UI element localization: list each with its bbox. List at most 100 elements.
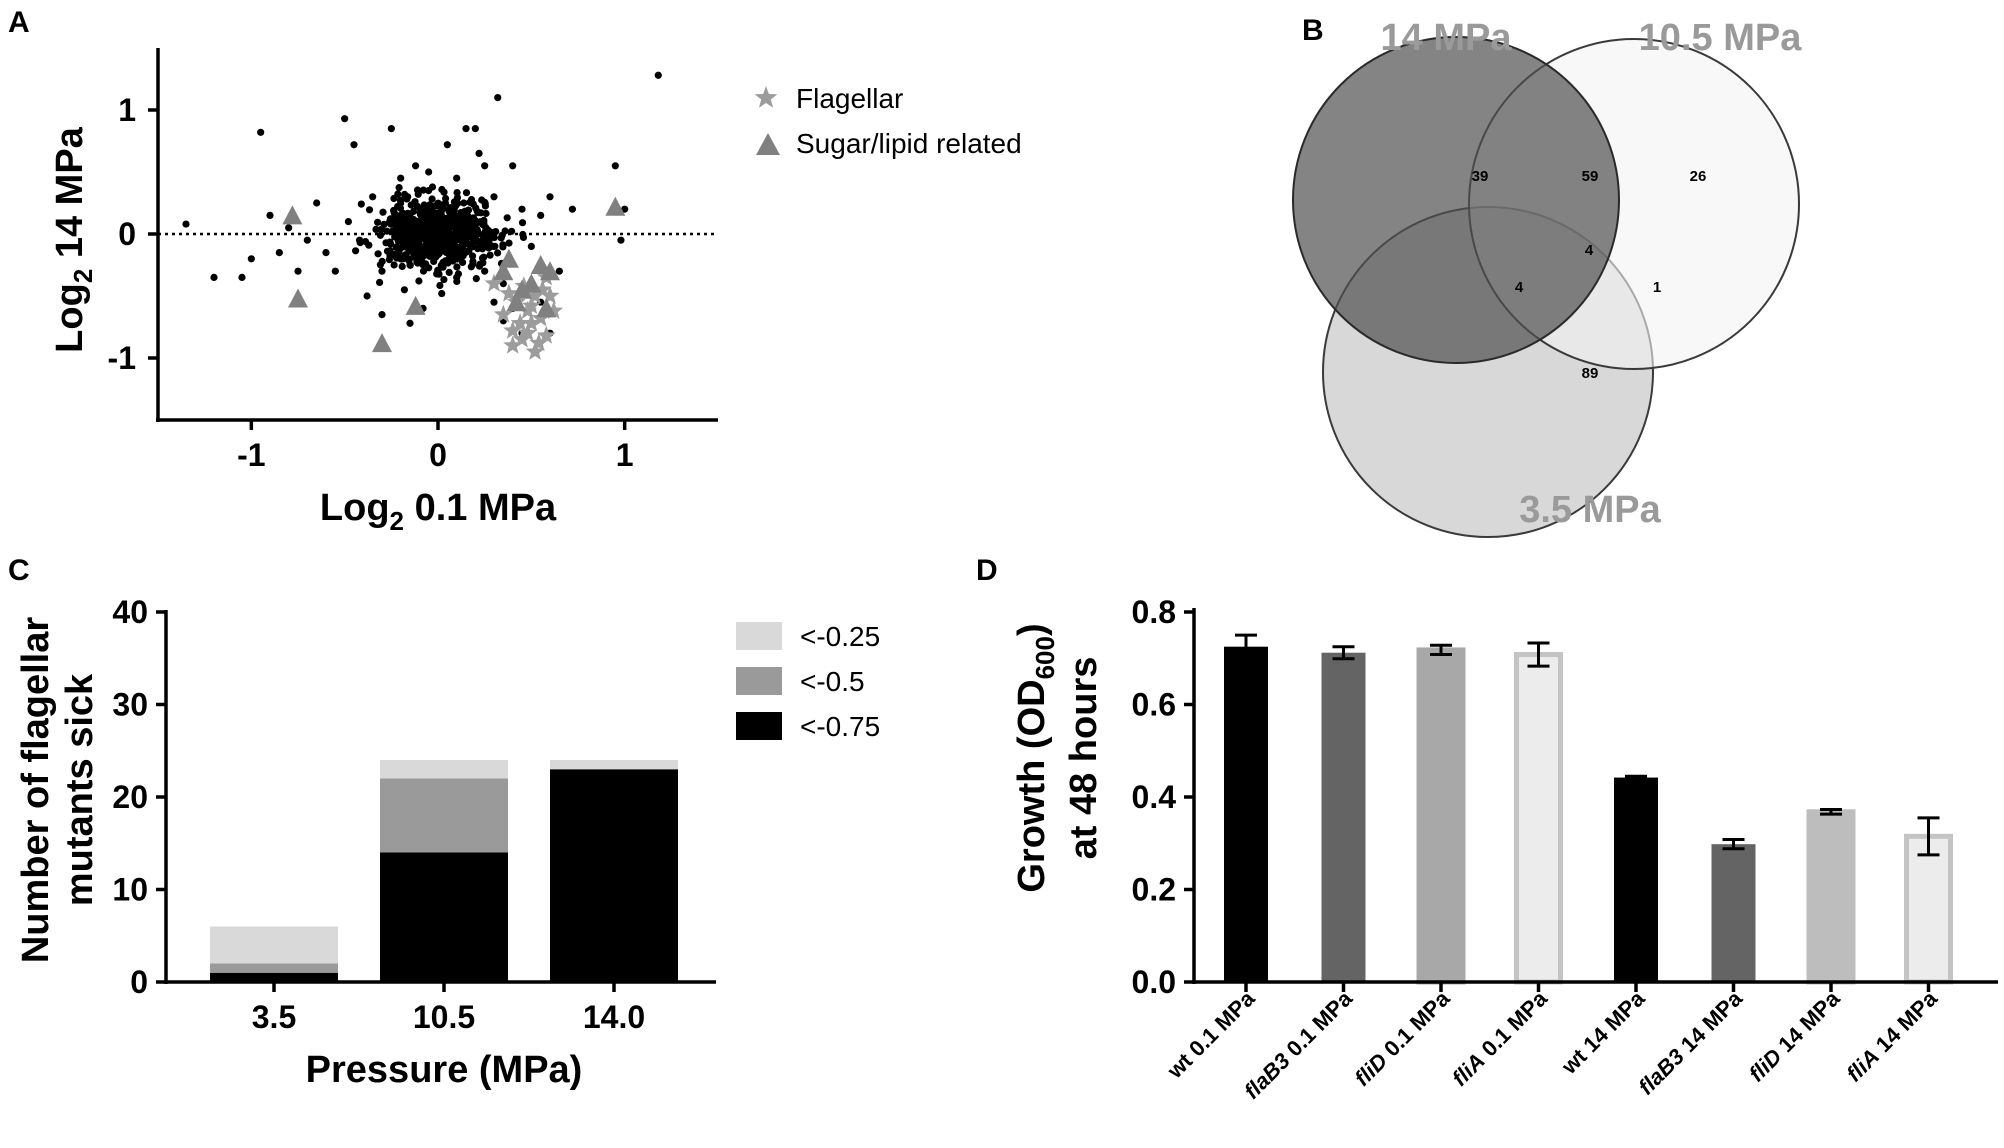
- a-point-cluster: [377, 225, 385, 233]
- a-point-cluster: [519, 230, 527, 239]
- a-point-flagellar: [533, 279, 552, 298]
- a-point-gene: [356, 236, 364, 244]
- a-point-gene: [621, 205, 629, 213]
- a-point-cluster: [418, 234, 426, 242]
- a-point-cluster: [469, 252, 477, 260]
- a-point-gene: [617, 236, 625, 244]
- a-point-cluster: [459, 258, 467, 266]
- a-y-tick-label: -1: [108, 340, 136, 376]
- a-point-gene: [462, 125, 470, 133]
- legend-swatch-0-25: [736, 622, 782, 650]
- a-point-cluster: [414, 190, 422, 198]
- panel-label-a: A: [8, 6, 30, 39]
- stacked-bar-chart-c: 0 10 20 30 40 3.5 10.5 14.0 Pressure (MPa) Num…: [15, 594, 880, 1091]
- a-point-sugar-lipid: [372, 333, 392, 353]
- a-point-cluster: [393, 254, 401, 262]
- d-y-axis-title-line2: at 48 hours: [1063, 657, 1105, 860]
- a-point-gene: [490, 298, 498, 306]
- a-point-cluster: [383, 247, 392, 255]
- venn-count-14-10-5: 59: [1582, 168, 1599, 185]
- a-point-gene: [518, 205, 526, 213]
- legend-triangle-icon: [756, 133, 780, 155]
- a-point-flagellar: [536, 325, 556, 344]
- d-x-tick-label: fliA 0.1 MPa: [1447, 985, 1553, 1091]
- d-y-tick-label: 0.4: [1132, 779, 1177, 815]
- a-point-cluster: [480, 216, 488, 224]
- a-point-cluster: [413, 202, 421, 210]
- d-x-tick-label: fliA 14 MPa: [1841, 985, 1942, 1086]
- a-point-cluster: [383, 227, 391, 235]
- a-point-gene: [406, 261, 414, 269]
- a-point-gene: [654, 71, 662, 79]
- c-x-axis-title: Pressure (MPa): [306, 1049, 583, 1091]
- a-point-sugar-lipid: [540, 261, 560, 281]
- a-point-cluster: [473, 227, 482, 235]
- a-point-sugar-lipid: [506, 292, 527, 312]
- a-point-flagellar: [503, 320, 523, 339]
- a-point-gene: [490, 193, 498, 201]
- a-point-flagellar: [518, 323, 538, 342]
- a-point-cluster: [386, 217, 394, 225]
- a-point-cluster: [453, 194, 462, 202]
- panel-label-d: D: [976, 554, 998, 587]
- c-bars: [210, 760, 678, 982]
- legend-swatch-0-75: [736, 712, 782, 740]
- a-point-cluster: [498, 231, 506, 239]
- a-point-gene: [285, 224, 293, 232]
- a-point-gene: [344, 218, 352, 226]
- a-point-cluster: [400, 220, 408, 228]
- a-point-cluster: [442, 214, 450, 222]
- a-point-gene: [341, 115, 349, 123]
- a-point-gene: [611, 162, 619, 170]
- a-point-gene: [182, 220, 190, 228]
- a-point-flagellar: [512, 329, 532, 348]
- c-y-tick-label: 40: [112, 594, 148, 630]
- d-y-tick-label: 0.6: [1132, 687, 1176, 723]
- a-point-cluster: [453, 254, 461, 263]
- a-point-cluster: [464, 206, 473, 214]
- a-point-gene: [438, 289, 446, 298]
- a-point-sugar-lipid: [536, 298, 557, 318]
- a-point-gene: [425, 187, 433, 195]
- a-point-flagellar: [484, 273, 504, 292]
- a-point-gene: [387, 125, 395, 133]
- a-point-cluster: [361, 238, 370, 246]
- a-point-cluster: [440, 276, 448, 284]
- a-point-cluster: [438, 185, 446, 194]
- a-point-gene: [471, 125, 479, 133]
- a-point-cluster: [424, 219, 432, 227]
- a-point-gene: [481, 267, 489, 275]
- c-bar-segment: [210, 926, 338, 964]
- a-point-gene: [257, 128, 265, 136]
- a-point-gene: [415, 242, 423, 250]
- a-point-cluster: [462, 189, 471, 197]
- a-point-cluster: [410, 220, 418, 229]
- a-point-cluster: [465, 227, 473, 235]
- a-point-gene: [481, 162, 489, 170]
- a-point-cluster: [444, 234, 452, 242]
- a-point-cluster: [379, 208, 387, 216]
- a-point-cluster: [476, 260, 484, 268]
- venn-diagram-b: 14 MPa 10.5 MPa 3.5 MPa 39 59 26 4 4 1 8…: [1292, 17, 1802, 538]
- a-point-flagellar: [510, 313, 530, 332]
- a-point-cluster: [474, 244, 482, 252]
- c-y-tick-label: 20: [112, 779, 148, 815]
- d-x-tick-label: fliD 0.1 MPa: [1350, 985, 1456, 1091]
- c-y-tick-label: 0: [130, 964, 148, 1000]
- d-y-tick-label: 0.0: [1132, 964, 1176, 1000]
- a-point-cluster: [454, 199, 462, 207]
- c-bar-segment: [550, 760, 678, 770]
- a-point-flagellar: [540, 286, 560, 305]
- a-point-cluster: [419, 186, 427, 194]
- a-point-flagellar: [529, 333, 549, 352]
- a-point-cluster: [431, 202, 439, 210]
- c-y-axis-title-line2: mutants sick: [59, 673, 101, 906]
- d-bar: [1806, 809, 1856, 985]
- c-bar-segment: [210, 972, 338, 982]
- a-point-cluster: [445, 268, 453, 276]
- legend-star-icon: [754, 86, 778, 108]
- a-point-flagellar: [521, 295, 541, 314]
- a-point-cluster: [499, 241, 507, 249]
- a-point-gene: [400, 286, 408, 294]
- a-point-sugar-lipid: [530, 255, 551, 274]
